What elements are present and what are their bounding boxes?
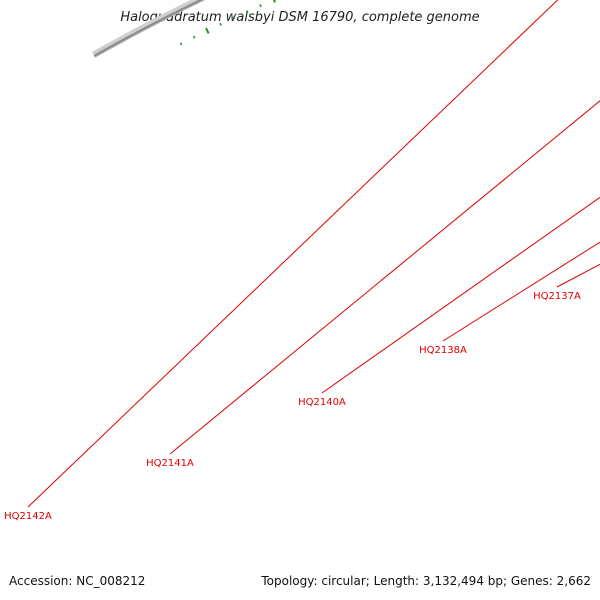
minor-tick <box>192 35 196 39</box>
map-title: Haloquadratum walsbyi DSM 16790, complet… <box>120 10 480 25</box>
gene-leader-line <box>321 196 600 394</box>
accession-text: Accession: NC_008212 <box>9 574 146 588</box>
gene-labels: HQ2137A HQ2138A HQ2140A HQ2141A HQ2142A <box>4 0 600 522</box>
gene-label: HQ2142A <box>4 511 52 522</box>
gene-leader-line <box>556 263 600 288</box>
genome-summary-text: Topology: circular; Length: 3,132,494 bp… <box>261 574 591 588</box>
gene-label: HQ2141A <box>146 458 194 469</box>
gene-leader-line <box>27 0 559 508</box>
inner-tick-ring <box>179 0 277 46</box>
gene-label: HQ2140A <box>298 397 346 408</box>
minor-tick <box>232 16 236 20</box>
gene-label: HQ2138A <box>419 345 467 356</box>
minor-tick <box>245 10 249 14</box>
minor-tick <box>219 22 222 26</box>
major-tick <box>272 0 277 3</box>
minor-tick <box>179 42 183 46</box>
genome-backbone <box>91 0 206 58</box>
gene-label: HQ2137A <box>533 291 581 302</box>
gene-leader-line <box>442 241 600 342</box>
minor-tick <box>259 4 262 8</box>
major-tick <box>205 27 210 34</box>
gene-leader-line <box>169 100 600 455</box>
